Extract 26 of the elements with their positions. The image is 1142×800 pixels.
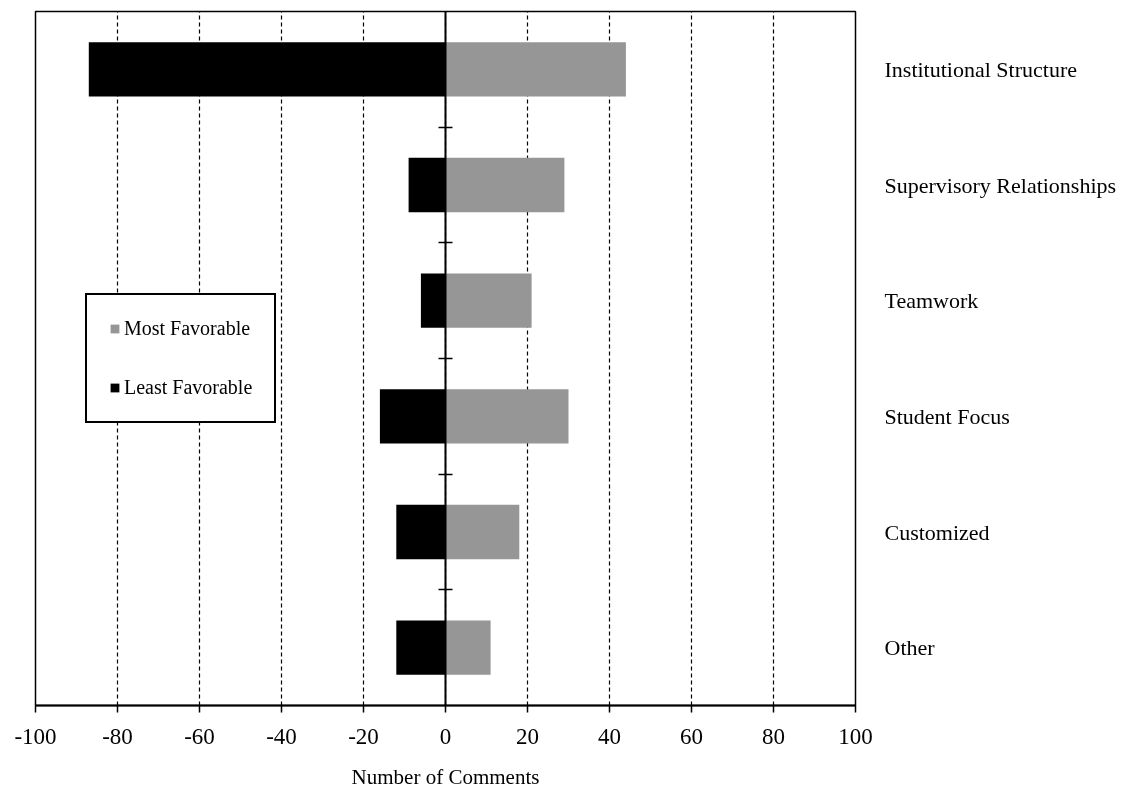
y-tick-label: Other [884,635,936,661]
x-tick-label: -20 [348,723,379,749]
bar [445,42,626,97]
x-tick-label: 0 [439,723,452,749]
x-tick-label: -80 [102,723,133,749]
x-tick-label: 80 [762,723,785,749]
bar [445,620,491,675]
y-tick-label: Teamwork [884,288,979,314]
y-tick-label: Supervisory Relationships [884,172,1117,198]
x-tick-label: 100 [838,723,873,749]
bar [445,389,569,444]
y-tick-label: Institutional Structure [884,56,1077,82]
bar [445,273,532,328]
y-tick-label: Student Focus [884,403,1010,429]
y-tick-label: Customized [884,519,990,545]
bar [445,504,520,560]
legend-label: Most Favorable [124,317,251,340]
bar [445,157,565,213]
x-tick-label: 60 [680,723,703,749]
x-tick-label: -60 [184,723,215,749]
x-tick-label: 20 [516,723,539,749]
x-tick-label: 40 [598,723,621,749]
legend-label: Least Favorable [124,376,253,399]
x-tick-label: -100 [14,723,57,749]
x-axis-title: Number of Comments [351,764,540,789]
x-tick-label: -40 [266,723,297,749]
